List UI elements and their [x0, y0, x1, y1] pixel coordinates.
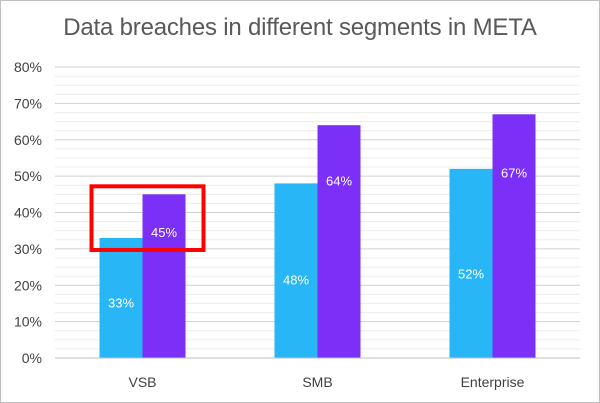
data-label: 33% [108, 296, 134, 311]
highlight-box [89, 184, 206, 252]
bar-vsb-series1 [99, 237, 143, 358]
x-category-label: VSB [128, 374, 156, 390]
data-label: 67% [501, 166, 527, 181]
x-category-label: SMB [302, 374, 332, 390]
data-label: 64% [326, 174, 352, 189]
bar-smb-series2 [317, 125, 361, 358]
bar-smb-series1 [274, 183, 318, 358]
y-tick-label: 80% [14, 59, 42, 75]
data-label: 52% [458, 267, 484, 282]
y-tick-label: 40% [14, 205, 42, 221]
y-tick-label: 0% [22, 350, 42, 366]
bar-vsb-series2 [142, 194, 186, 358]
y-tick-label: 50% [14, 168, 42, 184]
bar-enterprise-series2 [492, 114, 536, 358]
y-tick-label: 20% [14, 277, 42, 293]
y-tick-label: 60% [14, 132, 42, 148]
data-label: 48% [283, 273, 309, 288]
y-tick-label: 30% [14, 241, 42, 257]
chart-title: Data breaches in different segments in M… [63, 14, 537, 41]
x-category-label: Enterprise [461, 374, 525, 390]
data-label: 45% [151, 225, 177, 240]
y-tick-label: 70% [14, 95, 42, 111]
y-tick-label: 10% [14, 314, 42, 330]
bar-enterprise-series1 [449, 168, 493, 358]
